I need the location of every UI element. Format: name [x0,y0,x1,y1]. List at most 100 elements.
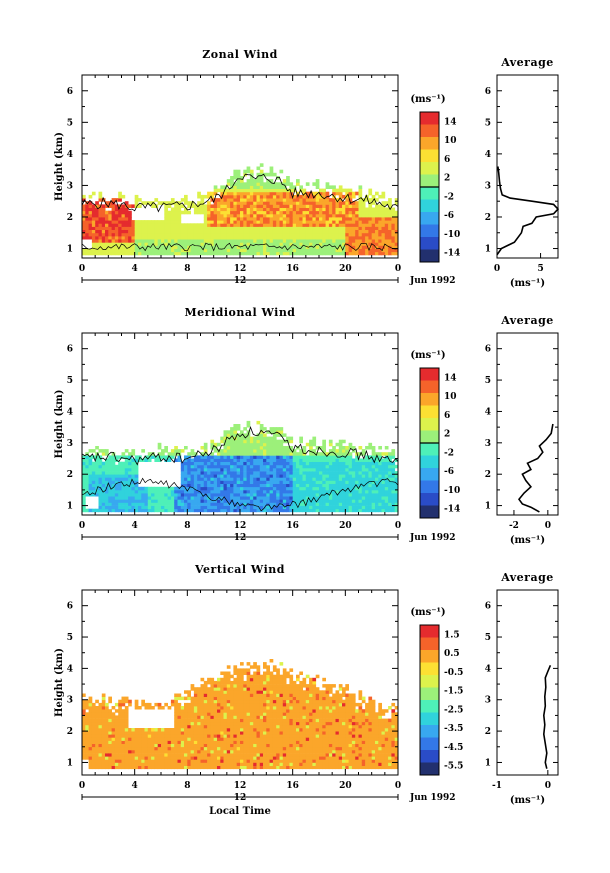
heatmap-cell [266,245,270,249]
heatmap-cell [82,731,86,735]
heatmap-cell [124,502,129,506]
heatmap-cell [147,505,152,510]
heatmap-cell [170,699,175,704]
heatmap-cell [371,483,376,488]
heatmap-cell [325,239,330,243]
average-y-tick-label: 1 [485,245,491,255]
heatmap-cell [164,229,168,234]
heatmap-cell [141,499,145,503]
heatmap-cell [105,489,109,494]
heatmap-cell [361,220,366,224]
heatmap-cell [272,499,277,503]
heatmap-cell [121,508,126,513]
heatmap-cell [128,204,132,208]
heatmap-cell [269,207,274,212]
heatmap-cell [325,217,330,221]
heatmap-cell [296,198,300,202]
heatmap-cell [378,464,382,469]
heatmap-cell [230,743,234,748]
heatmap-cell [85,734,89,738]
heatmap-cell [358,464,363,469]
heatmap-cell [121,210,126,215]
heatmap-cell [210,217,215,221]
heatmap-cell [138,229,142,234]
heatmap-cell [302,229,307,234]
heatmap-cell [170,759,175,763]
heatmap-cell [121,471,126,475]
heatmap-cell [338,204,343,208]
heatmap-cell [200,486,205,491]
heatmap-cell [276,226,280,230]
heatmap-cell [190,458,195,462]
heatmap-cell [124,467,129,472]
heatmap-cell [263,201,267,205]
heatmap-cell [197,458,201,462]
heatmap-cell [180,486,185,491]
heatmap-cell [220,245,224,249]
heatmap-cell [82,496,86,500]
heatmap-cell [161,452,165,456]
heatmap-cell [272,182,277,186]
heatmap-cell [368,217,373,221]
heatmap-cell [279,452,284,456]
heatmap-cell [253,489,257,494]
heatmap-cell [312,232,317,237]
heatmap-cell [108,489,112,494]
heatmap-cell [190,496,195,500]
heatmap-cell [266,204,270,208]
heatmap-cell [151,508,155,513]
heatmap-cell [240,188,244,193]
heatmap-cell [246,455,251,459]
heatmap-cell [111,226,116,230]
heatmap-cell [184,198,188,202]
heatmap-cell [259,201,264,205]
heatmap-cell [88,201,93,205]
heatmap-cell [296,493,300,497]
heatmap-cell [315,201,320,205]
heatmap-cell [276,464,280,469]
heatmap-cell [322,449,326,453]
heatmap-cell [124,756,129,760]
heatmap-cell [131,728,136,732]
heatmap-cell [174,220,178,224]
heatmap-cell [193,762,198,766]
heatmap-cell [82,235,86,240]
heatmap-cell [309,489,313,494]
heatmap-cell [85,474,89,478]
heatmap-cell [266,251,270,256]
heatmap-cell [151,749,155,754]
heatmap-cell [375,499,379,503]
heatmap-cell [375,248,379,253]
heatmap-cell [246,185,251,189]
heatmap-cell [325,207,330,212]
heatmap-cell [368,471,373,475]
heatmap-cell [128,759,132,763]
heatmap-cell [193,687,198,691]
heatmap-cell [246,198,251,202]
heatmap-cell [253,436,257,441]
heatmap-cell [253,207,257,212]
heatmap-cell [266,436,270,441]
heatmap-cell [134,740,139,744]
heatmap-cell [164,226,168,230]
heatmap-cell [309,474,313,478]
heatmap-cell [101,452,106,456]
heatmap-cell [220,677,224,682]
heatmap-cell [180,731,185,735]
heatmap-cell [151,728,155,732]
heatmap-cell [348,226,353,230]
heatmap-cell [233,176,238,180]
heatmap-cell [210,461,215,466]
heatmap-cell [134,483,139,488]
heatmap-cell [223,756,228,760]
heatmap-cell [233,427,238,431]
heatmap-cell [180,232,185,237]
heatmap-cell [309,446,313,450]
heatmap-cell [95,756,99,760]
heatmap-cell [259,172,264,177]
heatmap-cell [249,449,254,453]
heatmap-cell [223,239,228,243]
heatmap-cell [272,194,277,199]
heatmap-cell [322,229,326,234]
heatmap-cell [230,505,234,510]
